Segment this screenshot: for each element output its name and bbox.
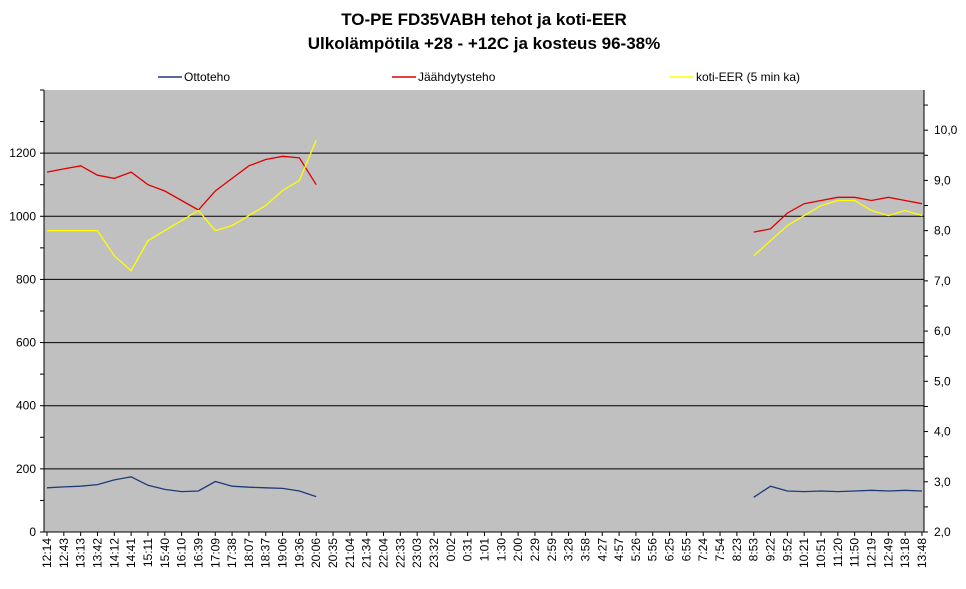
axes: 0 200 400 600 800 1000 1200 2,0 3,0 4,0 5,0 6,0 7,0 8…: [9, 89, 958, 568]
series-line-j-hdytysteho: [753, 196, 923, 233]
x-tick-label: 13:18: [898, 538, 912, 568]
plot-area: [44, 90, 924, 532]
x-tick-label: 10:51: [814, 538, 828, 568]
series-line-koti-eer-5-min-ka-: [47, 139, 317, 272]
x-tick-label: 9:52: [780, 538, 794, 562]
legend-label: Ottoteho: [184, 70, 230, 84]
x-tick-label: 3:28: [562, 538, 576, 562]
x-tick-label: 18:37: [259, 538, 273, 568]
x-tick-label: 6:25: [663, 538, 677, 562]
y-right-tick-label: 6,0: [934, 324, 951, 338]
x-tick-label: 11:20: [831, 538, 845, 567]
x-tick-label: 16:39: [191, 538, 205, 568]
legend: Ottoteho Jäähdytysteho koti-EER (5 min ka): [158, 70, 800, 84]
series-line-j-hdytysteho: [46, 155, 317, 211]
y-left-tick-label: 0: [29, 525, 36, 539]
x-tick-label: 5:26: [629, 538, 643, 562]
y-right-tick-label: 5,0: [934, 374, 951, 388]
x-tick-label: 9:22: [764, 538, 778, 562]
x-tick-label: 3:58: [578, 538, 592, 562]
series-line-koti-eer-5-min-ka-: [753, 199, 923, 257]
x-tick-label: 0:31: [461, 538, 475, 562]
x-tick-label: 20:35: [326, 538, 340, 568]
y-right-tick-label: 4,0: [934, 425, 951, 439]
y-right-tick-label: 10,0: [934, 123, 958, 137]
y-left-tick-label: 200: [16, 462, 36, 476]
y-left-tick-label: 400: [16, 399, 36, 413]
x-tick-label: 14:12: [107, 538, 121, 568]
series-line-ottoteho: [753, 485, 923, 498]
y-right-tick-label: 2,0: [934, 525, 951, 539]
x-tick-label: 15:11: [141, 538, 155, 567]
y-left-tick-label: 800: [16, 272, 36, 286]
y-right-tick-label: 9,0: [934, 173, 951, 187]
x-tick-label: 12:19: [864, 538, 878, 568]
x-tick-label: 23:32: [427, 538, 441, 568]
x-tick-label: 8:53: [747, 538, 761, 562]
legend-label: Jäähdytysteho: [418, 70, 496, 84]
x-tick-label: 7:24: [696, 538, 710, 562]
x-tick-label: 1:01: [477, 538, 491, 562]
x-tick-label: 13:42: [90, 538, 104, 568]
chart-title: TO-PE FD35VABH tehot ja koti-EER: [341, 10, 627, 29]
x-tick-label: 0:02: [444, 538, 458, 562]
x-tick-label: 17:09: [208, 538, 222, 568]
x-tick-label: 6:55: [679, 538, 693, 562]
gridlines: [44, 152, 924, 470]
x-tick-label: 12:43: [57, 538, 71, 568]
series-group: [46, 139, 923, 498]
x-tick-label: 13:48: [915, 538, 929, 568]
x-tick-label: 4:57: [612, 538, 626, 562]
x-tick-label: 11:50: [848, 538, 862, 567]
x-tick-label: 12:49: [881, 538, 895, 568]
x-tick-label: 2:29: [528, 538, 542, 562]
x-tick-label: 18:07: [242, 538, 256, 568]
series-line-ottoteho: [46, 476, 317, 498]
x-tick-label: 12:14: [40, 538, 54, 568]
x-tick-label: 15:40: [158, 538, 172, 568]
x-tick-label: 13:13: [74, 538, 88, 568]
x-tick-label: 8:23: [730, 538, 744, 562]
y-right-tick-label: 8,0: [934, 224, 951, 238]
legend-label: koti-EER (5 min ka): [696, 70, 800, 84]
x-tick-label: 16:10: [175, 538, 189, 568]
x-tick-label: 19:36: [292, 538, 306, 568]
x-tick-label: 17:38: [225, 538, 239, 568]
x-tick-label: 21:04: [343, 538, 357, 568]
chart-subtitle: Ulkolämpötila +28 - +12C ja kosteus 96-3…: [308, 34, 660, 53]
x-tick-label: 19:06: [276, 538, 290, 568]
x-tick-label: 21:34: [360, 538, 374, 568]
x-tick-label: 22:04: [377, 538, 391, 568]
x-tick-label: 20:06: [309, 538, 323, 568]
x-tick-label: 1:30: [494, 538, 508, 562]
x-tick-label: 2:59: [545, 538, 559, 562]
y-right-tick-label: 3,0: [934, 475, 951, 489]
x-tick-label: 23:03: [410, 538, 424, 568]
y-right-tick-label: 7,0: [934, 274, 951, 288]
y-left-tick-label: 1000: [9, 209, 36, 223]
y-left-tick-label: 1200: [9, 146, 36, 160]
y-left-tick-label: 600: [16, 336, 36, 350]
x-tick-label: 5:56: [646, 538, 660, 562]
x-tick-label: 4:27: [595, 538, 609, 562]
x-tick-label: 7:54: [713, 538, 727, 562]
x-tick-label: 14:41: [124, 538, 138, 568]
x-tick-label: 10:21: [797, 538, 811, 568]
x-tick-label: 22:33: [393, 538, 407, 568]
x-tick-label: 2:00: [511, 538, 525, 562]
